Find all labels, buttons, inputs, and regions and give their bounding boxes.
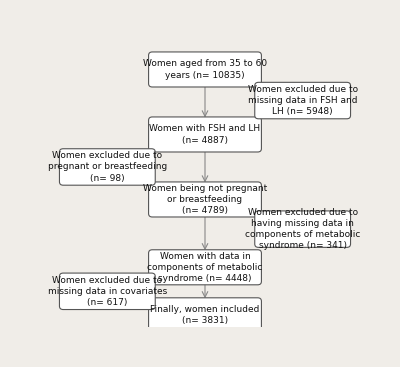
Text: Women excluded due to
missing data in FSH and
LH (n= 5948): Women excluded due to missing data in FS… — [248, 85, 358, 116]
Text: Women being not pregnant
or breastfeeding
(n= 4789): Women being not pregnant or breastfeedin… — [143, 184, 267, 215]
Text: Women with FSH and LH
(n= 4887): Women with FSH and LH (n= 4887) — [150, 124, 260, 145]
FancyBboxPatch shape — [255, 211, 350, 247]
FancyBboxPatch shape — [148, 250, 262, 285]
Text: Women with data in
components of metabolic
syndrome (n= 4448): Women with data in components of metabol… — [147, 252, 263, 283]
FancyBboxPatch shape — [255, 82, 350, 119]
Text: Women excluded due to
pregnant or breastfeeding
(n= 98): Women excluded due to pregnant or breast… — [48, 151, 167, 182]
FancyBboxPatch shape — [148, 298, 262, 333]
FancyBboxPatch shape — [60, 273, 155, 309]
FancyBboxPatch shape — [148, 117, 262, 152]
Text: Women excluded due to
missing data in covariates
(n= 617): Women excluded due to missing data in co… — [48, 276, 167, 307]
Text: Women aged from 35 to 60
years (n= 10835): Women aged from 35 to 60 years (n= 10835… — [143, 59, 267, 80]
Text: Women excluded due to
having missing data in
components of metabolic
syndrome (n: Women excluded due to having missing dat… — [245, 208, 360, 250]
FancyBboxPatch shape — [148, 182, 262, 217]
FancyBboxPatch shape — [148, 52, 262, 87]
FancyBboxPatch shape — [60, 149, 155, 185]
Text: Finally, women included
(n= 3831): Finally, women included (n= 3831) — [150, 305, 260, 326]
